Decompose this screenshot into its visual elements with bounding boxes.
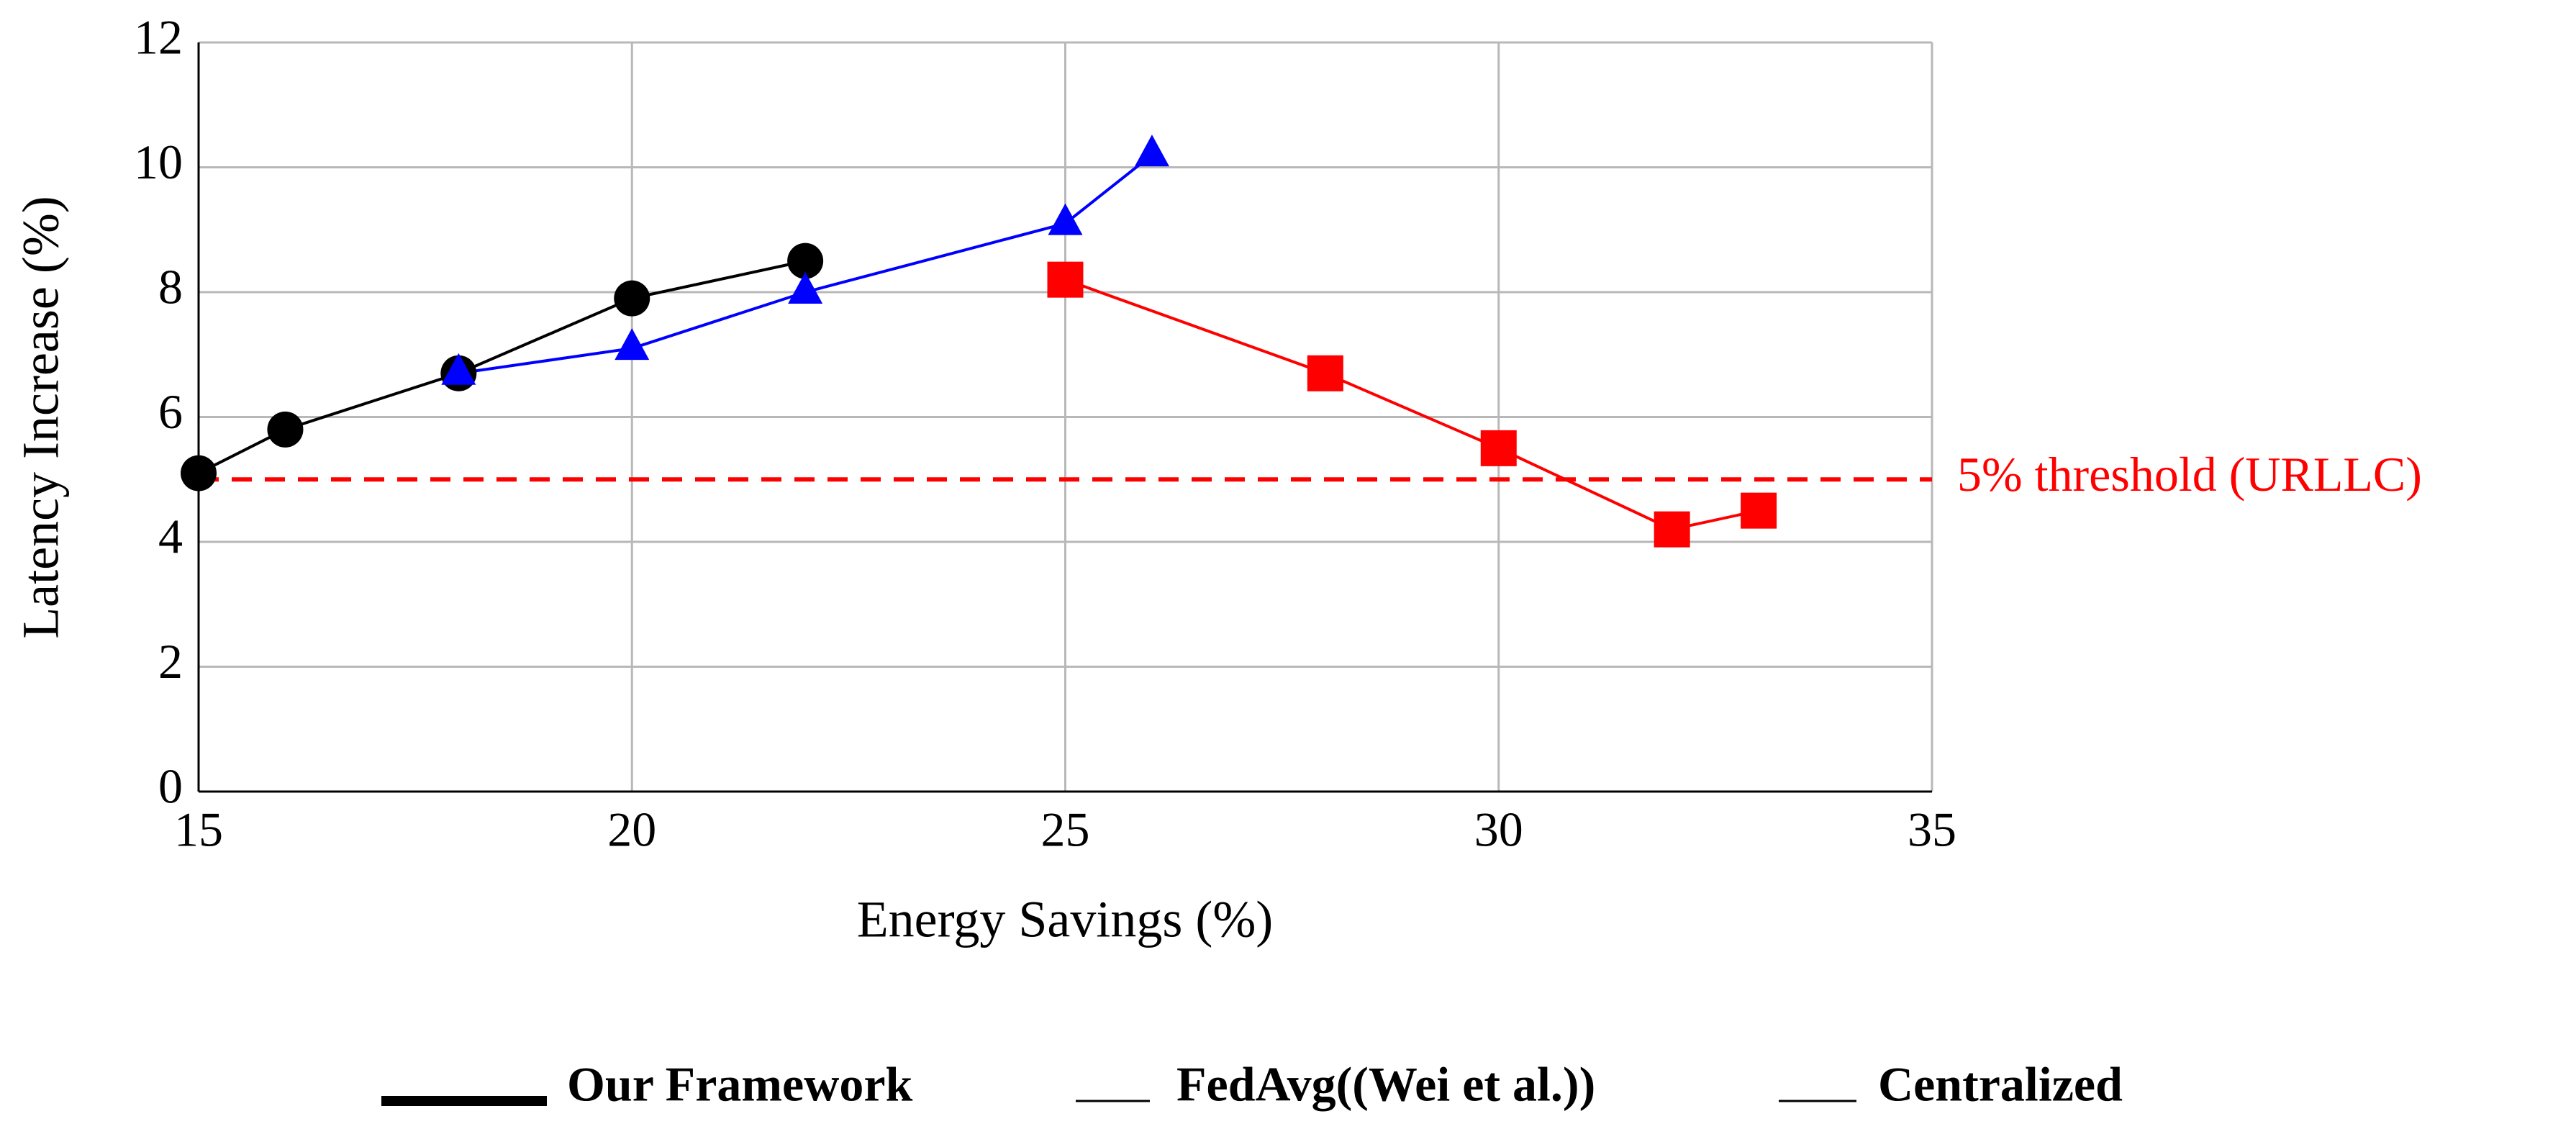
y-tick-label: 2 bbox=[158, 634, 183, 689]
marker bbox=[1047, 261, 1084, 298]
marker bbox=[441, 353, 476, 385]
y-tick-label: 8 bbox=[158, 260, 183, 314]
y-tick-label: 12 bbox=[134, 10, 183, 65]
marker bbox=[614, 280, 650, 317]
x-tick-label: 15 bbox=[174, 802, 223, 857]
marker bbox=[1741, 492, 1777, 529]
x-tick-label: 30 bbox=[1474, 802, 1523, 857]
y-tick-label: 6 bbox=[158, 384, 183, 439]
marker bbox=[1480, 430, 1517, 466]
marker bbox=[787, 243, 824, 279]
x-tick-label: 25 bbox=[1041, 802, 1090, 857]
threshold-label: 5% threshold (URLLC) bbox=[1957, 447, 2422, 502]
marker bbox=[1654, 511, 1690, 548]
y-tick-label: 4 bbox=[158, 509, 183, 564]
legend-label: Centralized bbox=[1878, 1057, 2123, 1112]
legend-label: Our Framework bbox=[567, 1057, 912, 1112]
marker bbox=[267, 411, 304, 448]
x-axis-label: Energy Savings (%) bbox=[857, 891, 1274, 948]
marker bbox=[1048, 203, 1083, 235]
y-tick-label: 0 bbox=[158, 759, 183, 814]
marker bbox=[788, 272, 823, 304]
marker bbox=[1134, 135, 1169, 167]
x-tick-label: 20 bbox=[607, 802, 656, 857]
legend-label: FedAvg((Wei et al.)) bbox=[1176, 1057, 1595, 1112]
x-tick-label: 35 bbox=[1908, 802, 1956, 857]
marker bbox=[614, 328, 650, 361]
y-axis-label: Latency Increase (%) bbox=[12, 196, 70, 639]
marker bbox=[1307, 355, 1343, 391]
marker bbox=[181, 455, 217, 491]
series-line bbox=[1064, 278, 1759, 531]
y-tick-label: 10 bbox=[134, 135, 183, 189]
